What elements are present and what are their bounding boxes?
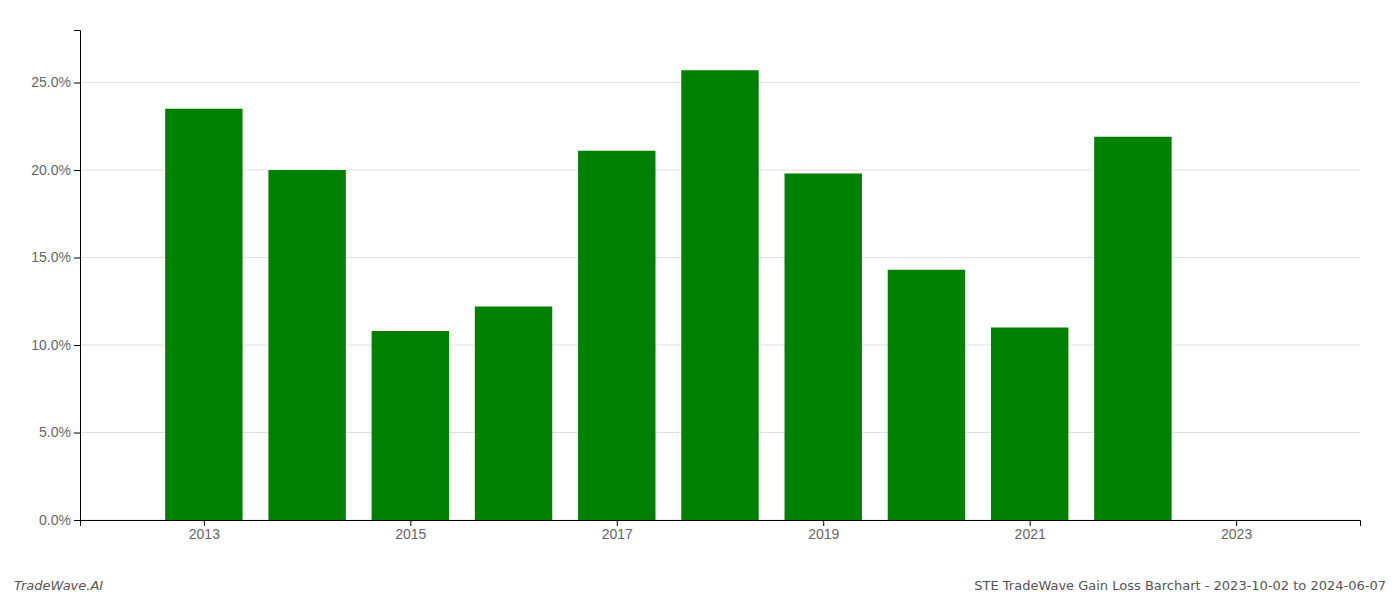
x-tick-label: 2021 bbox=[1015, 526, 1046, 542]
y-tick-label: 0.0% bbox=[39, 512, 71, 528]
footer-left: TradeWave.AI bbox=[14, 578, 103, 593]
x-axis: 2013 2015 2017 2019 2021 2023 bbox=[81, 520, 1361, 542]
y-tick-mark bbox=[74, 170, 80, 171]
y-tick: 10.0% bbox=[31, 337, 80, 353]
y-tick: 25.0% bbox=[31, 74, 80, 90]
chart: 2013 2015 2017 2019 2021 2023 0.0% 5.0% 10.0% 15.… bbox=[0, 0, 1400, 600]
y-tick: 5.0% bbox=[39, 424, 80, 440]
y-axis-line bbox=[74, 31, 81, 521]
bar bbox=[268, 170, 345, 520]
bar bbox=[578, 151, 655, 520]
footer: TradeWave.AI STE TradeWave Gain Loss Barc… bbox=[14, 578, 1386, 593]
x-tick-label: 2015 bbox=[395, 526, 426, 542]
x-tick: 2019 bbox=[808, 520, 839, 542]
bar bbox=[785, 174, 862, 521]
x-tick-label: 2019 bbox=[808, 526, 839, 542]
bar bbox=[372, 331, 449, 520]
bar bbox=[475, 307, 552, 521]
x-tick-label: 2023 bbox=[1221, 526, 1252, 542]
x-tick-label: 2017 bbox=[602, 526, 633, 542]
y-tick: 0.0% bbox=[39, 512, 80, 528]
y-tick: 20.0% bbox=[31, 162, 80, 178]
bars bbox=[165, 70, 1171, 520]
footer-right: STE TradeWave Gain Loss Barchart - 2023-… bbox=[974, 578, 1386, 593]
x-tick: 2013 bbox=[189, 520, 220, 542]
y-tick-label: 20.0% bbox=[31, 162, 71, 178]
x-tick-label: 2013 bbox=[189, 526, 220, 542]
x-tick: 2023 bbox=[1221, 520, 1252, 542]
y-tick-label: 15.0% bbox=[31, 249, 71, 265]
y-tick-mark bbox=[74, 520, 80, 521]
y-tick-mark bbox=[74, 258, 80, 259]
x-tick: 2021 bbox=[1015, 520, 1046, 542]
bar bbox=[991, 328, 1068, 521]
y-tick-mark bbox=[74, 83, 80, 84]
y-tick-mark bbox=[74, 345, 80, 346]
y-tick-mark bbox=[74, 433, 80, 434]
y-tick-label: 10.0% bbox=[31, 337, 71, 353]
plot: 2013 2015 2017 2019 2021 2023 0.0% 5.0% 10.0% 15.… bbox=[31, 31, 1360, 542]
x-tick: 2015 bbox=[395, 520, 426, 542]
y-tick: 15.0% bbox=[31, 249, 80, 265]
x-tick: 2017 bbox=[602, 520, 633, 542]
bar bbox=[888, 270, 965, 520]
y-tick-label: 25.0% bbox=[31, 74, 71, 90]
bar bbox=[681, 70, 758, 520]
bar bbox=[1094, 137, 1171, 520]
bar bbox=[165, 109, 242, 520]
y-tick-label: 5.0% bbox=[39, 424, 71, 440]
x-axis-line bbox=[81, 521, 1361, 527]
y-axis: 0.0% 5.0% 10.0% 15.0% 20.0% 25.0% bbox=[31, 31, 80, 528]
